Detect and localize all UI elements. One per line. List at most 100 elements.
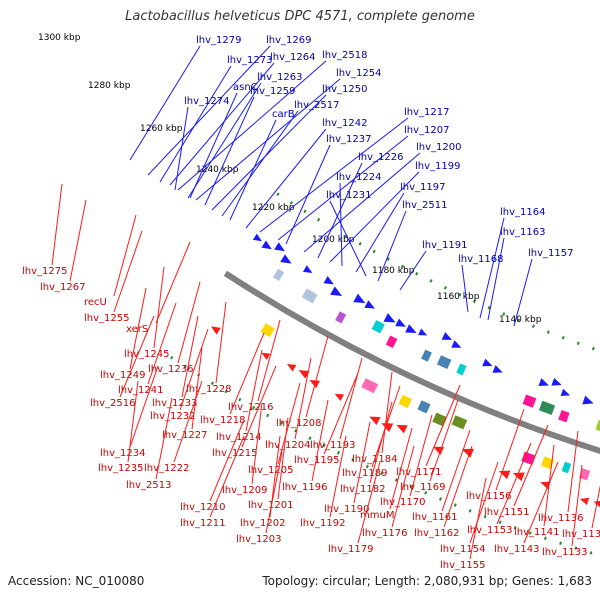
forward-gene-arrow	[582, 395, 594, 405]
reverse-gene-label: lhv_1132	[562, 529, 600, 540]
reverse-label-leader	[241, 365, 277, 448]
forward-gene-arrow	[441, 332, 453, 340]
forward-gene-arrow	[274, 242, 285, 252]
forward-gene-label: lhv_1237	[326, 134, 371, 145]
forward-label-leader	[221, 110, 299, 217]
feature-block	[579, 468, 591, 481]
forward-label-leader	[513, 258, 533, 327]
forward-gene-label: lhv_1242	[322, 118, 367, 129]
reverse-gene-label: xerS	[126, 324, 148, 335]
forward-gene-arrow	[330, 286, 343, 296]
reverse-gene-label: lhv_1189	[342, 468, 387, 479]
forward-gene-arrow	[482, 358, 493, 367]
forward-label-leader	[285, 144, 331, 245]
reverse-gene-label: lhv_1151	[484, 507, 529, 518]
reverse-label-leader	[323, 372, 359, 455]
reverse-label-leader	[357, 461, 381, 544]
reverse-gene-arrow	[461, 448, 474, 458]
reverse-gene-arrow	[298, 370, 310, 379]
reverse-gene-label: lhv_1143	[494, 544, 539, 555]
reverse-label-leader	[129, 287, 147, 370]
reverse-label-leader	[496, 442, 532, 525]
reverse-gene-arrow	[286, 364, 297, 372]
reverse-gene-label: lhv_1228	[186, 384, 231, 395]
forward-gene-label: lhv_1254	[336, 68, 381, 79]
reverse-gene-label: lhv_1190	[324, 504, 369, 515]
reverse-gene-arrow	[261, 352, 271, 360]
forward-label-leader	[259, 117, 409, 233]
reverse-label-leader	[181, 315, 199, 398]
forward-gene-label: asnC	[233, 82, 258, 93]
reverse-label-leader	[277, 382, 301, 465]
forward-label-leader	[174, 106, 189, 191]
reverse-gene-arrow	[396, 425, 408, 434]
reverse-label-leader	[119, 315, 155, 398]
forward-label-leader	[204, 96, 255, 206]
reverse-label-leader	[113, 230, 143, 313]
feature-block	[385, 335, 398, 348]
reverse-gene-label: lhv_1162	[414, 528, 459, 539]
forward-label-leader	[159, 65, 232, 183]
feature-block	[421, 349, 432, 362]
forward-gene-label: lhv_1207	[404, 125, 449, 136]
forward-gene-label: lhv_2518	[322, 50, 367, 61]
forward-gene-arrow	[451, 340, 462, 348]
reverse-label-leader	[215, 301, 227, 384]
reverse-gene-label: lhv_1241	[118, 385, 163, 396]
scale-label: 1260 kbp	[140, 124, 183, 134]
forward-gene-label: lhv_2511	[402, 200, 447, 211]
reverse-label-leader	[443, 445, 473, 528]
reverse-gene-label: lhv_1154	[440, 544, 485, 555]
forward-gene-arrow	[492, 365, 503, 373]
forward-label-leader	[229, 119, 277, 221]
reverse-label-leader	[305, 335, 329, 418]
forward-gene-label: lhv_1199	[415, 161, 460, 172]
reverse-gene-label: lhv_1161	[412, 512, 457, 523]
reverse-label-leader	[191, 347, 203, 430]
forward-gene-arrow	[280, 254, 292, 264]
forward-gene-label: lhv_1273	[227, 55, 272, 66]
reverse-gene-label: lhv_1234	[100, 448, 145, 459]
reverse-label-leader	[277, 417, 289, 500]
feature-block	[335, 311, 347, 324]
reverse-label-leader	[571, 464, 583, 547]
forward-gene-label: lhv_1168	[458, 254, 503, 265]
forward-label-leader	[355, 192, 405, 273]
reverse-label-leader	[469, 477, 487, 560]
reverse-label-leader	[567, 430, 579, 513]
feature-block	[558, 410, 570, 423]
reverse-gene-label: lhv_1211	[180, 518, 225, 529]
reverse-gene-arrow	[433, 446, 445, 455]
forward-label-leader	[329, 171, 420, 263]
reverse-gene-label: lhv_1218	[200, 415, 245, 426]
reverse-gene-label: lhv_1210	[180, 502, 225, 513]
feature-block	[417, 400, 431, 414]
genome-summary-text: Topology: circular; Length: 2,080,931 bp…	[262, 574, 592, 588]
reverse-gene-label: mmuM	[360, 510, 394, 521]
feature-block	[541, 456, 555, 470]
map-title: Lactobacillus helveticus DPC 4571, compl…	[125, 9, 475, 24]
reverse-label-leader	[209, 435, 245, 518]
feature-block	[371, 320, 385, 334]
forward-gene-label: lhv_1224	[336, 172, 381, 183]
reverse-gene-label: lhv_1156	[466, 491, 511, 502]
scale-label: 1200 kbp	[312, 235, 355, 245]
forward-gene-label: lhv_1269	[266, 35, 311, 46]
reverse-label-leader	[425, 384, 461, 467]
reverse-label-leader	[245, 349, 263, 432]
forward-label-leader	[177, 60, 327, 191]
reverse-gene-label: lhv_1169	[400, 482, 445, 493]
reverse-label-leader	[209, 419, 245, 502]
reverse-gene-arrow	[512, 472, 525, 482]
reverse-label-leader	[371, 385, 401, 468]
forward-gene-arrow	[538, 378, 549, 387]
forward-label-leader	[211, 94, 327, 211]
reverse-label-leader	[51, 183, 63, 266]
reverse-gene-label: lhv_1245	[124, 349, 169, 360]
reverse-label-leader	[523, 461, 559, 544]
reverse-gene-arrow	[334, 393, 344, 401]
reverse-gene-label: lhv_1204	[265, 440, 310, 451]
reverse-label-leader	[391, 445, 415, 528]
reverse-label-leader	[513, 424, 549, 507]
